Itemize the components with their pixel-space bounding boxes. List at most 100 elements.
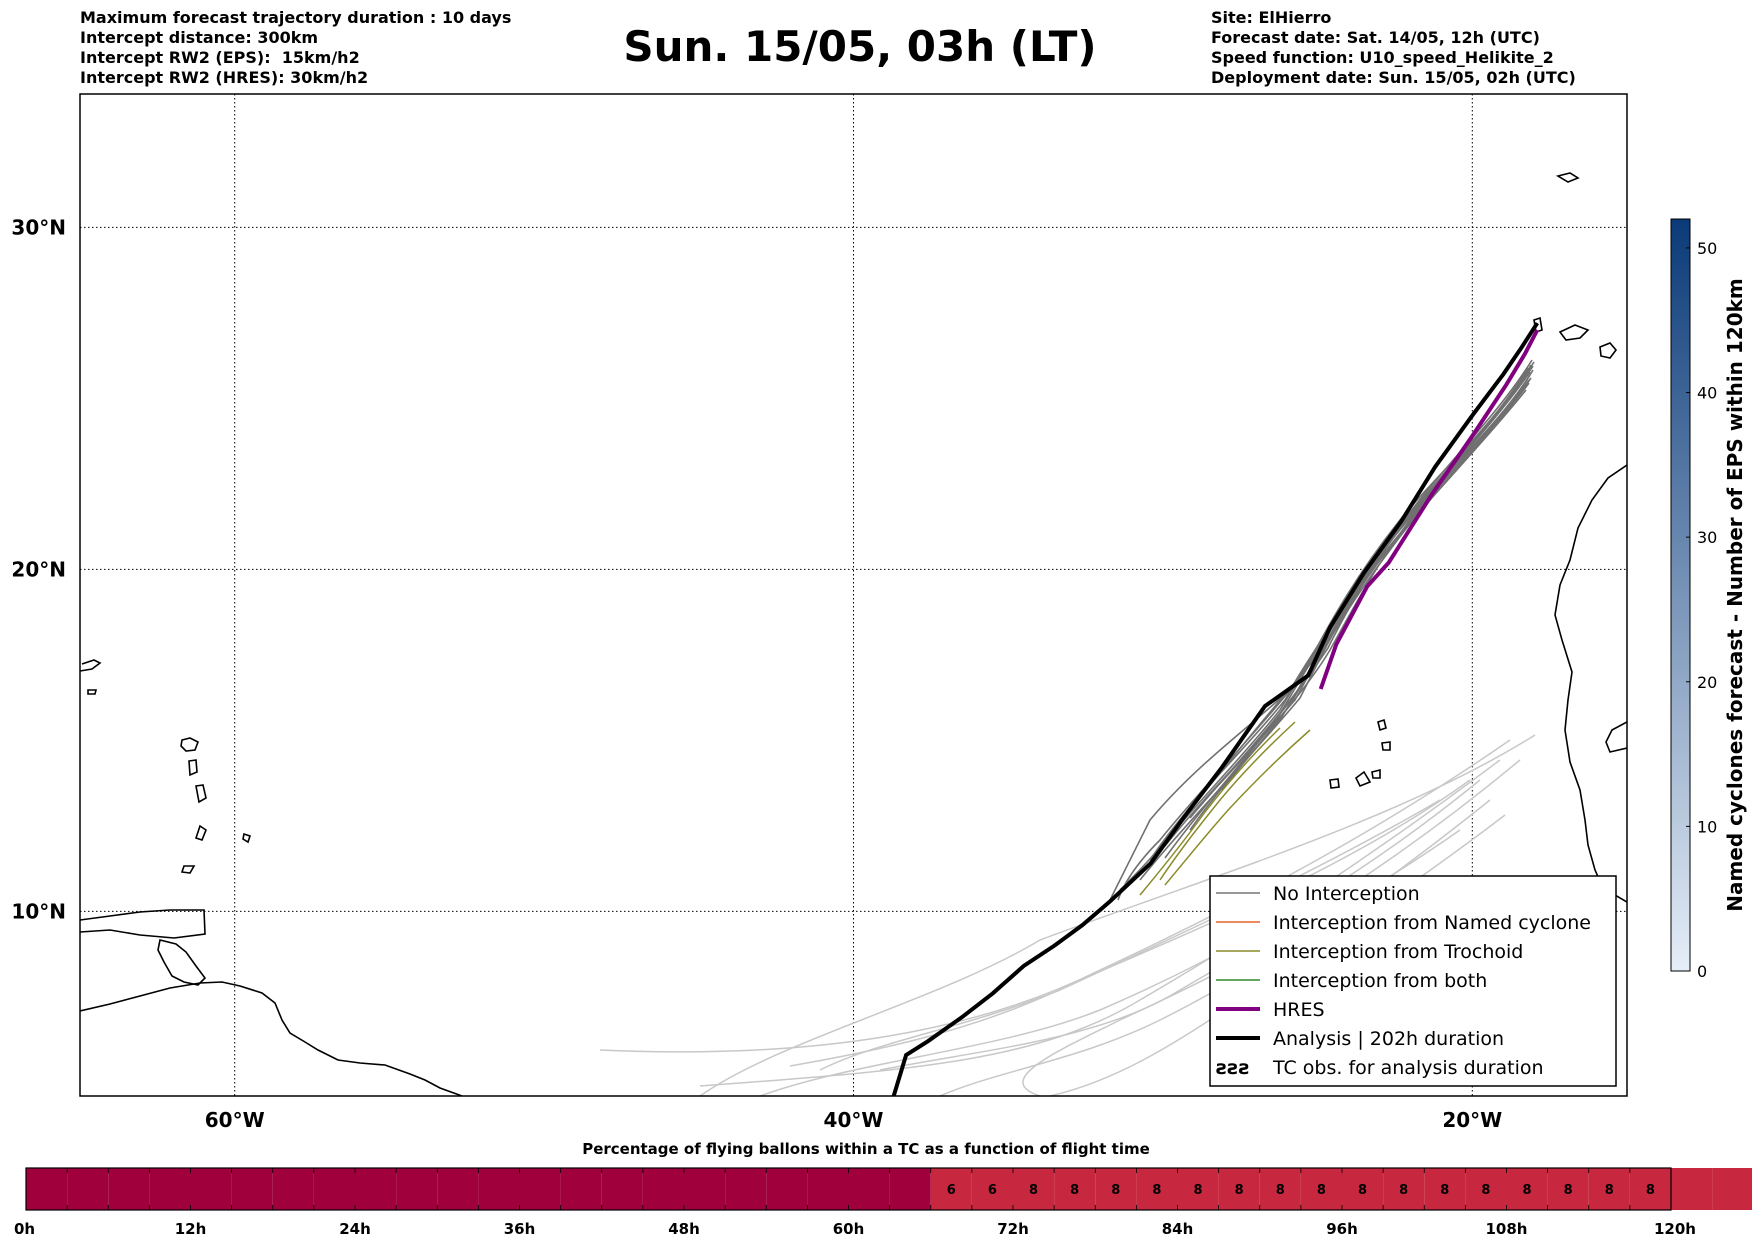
timeline-frame xyxy=(25,1167,1672,1211)
timeline-cell xyxy=(67,1168,109,1210)
timeline-cell xyxy=(971,1168,1013,1210)
timeline-cell xyxy=(1465,1168,1507,1210)
colorbar-tick-label: 50 xyxy=(1697,239,1717,258)
timeline-tick-label: 0h xyxy=(14,1220,35,1238)
timeline-cell xyxy=(190,1168,232,1210)
map-x-axis: 60°W 40°W 20°W xyxy=(205,1108,1503,1132)
timeline-cell xyxy=(108,1168,150,1210)
timeline-tick-label: 12h xyxy=(175,1220,207,1238)
coastline-puerto-rico xyxy=(87,689,98,695)
timeline-cell xyxy=(601,1168,643,1210)
legend-box xyxy=(1209,875,1617,1087)
timeline-cell-label: 8 xyxy=(1029,1183,1038,1198)
timeline-cell xyxy=(1383,1168,1425,1210)
y-tick-label: 30°N xyxy=(11,215,66,239)
coastline-north-bay xyxy=(80,909,206,939)
timeline-cell-label: 8 xyxy=(1152,1183,1161,1198)
timeline-cell xyxy=(396,1168,438,1210)
legend-label: Interception from both xyxy=(1273,970,1487,992)
map-frame xyxy=(79,93,1628,1097)
timeline-cell xyxy=(437,1168,479,1210)
header-left-line: Intercept RW2 (HRES): 30km/h2 xyxy=(80,68,369,87)
header-right-line: Speed function: U10_speed_Helikite_2 xyxy=(1211,48,1554,67)
timeline-cell xyxy=(1629,1168,1671,1210)
header-left-line: Maximum forecast trajectory duration : 1… xyxy=(80,8,512,27)
legend-symbol-tc: ƨƨƨ xyxy=(1216,1057,1250,1079)
coastline-cape-verde-1 xyxy=(1377,718,1387,732)
timeline-cell xyxy=(1712,1168,1752,1210)
timeline-axis: 0h 12h 24h 36h 48h 60h 72h 84h 96h 108h 120h xyxy=(14,1220,1696,1238)
timeline-cell-label: 8 xyxy=(1481,1183,1490,1198)
timeline-tick-label: 48h xyxy=(668,1220,700,1238)
coastline-cape-verde-5 xyxy=(1371,768,1381,779)
coastline-barbados xyxy=(242,832,252,844)
timeline-cell xyxy=(889,1168,931,1210)
timeline-cell-label: 8 xyxy=(1070,1183,1079,1198)
coastline-cape-verde-3 xyxy=(1329,778,1340,789)
legend-label: TC obs. for analysis duration xyxy=(1272,1057,1544,1079)
timeline-title: Percentage of flying ballons within a TC… xyxy=(582,1140,1150,1158)
coastline-hispaniola-edge xyxy=(80,659,102,672)
timeline-cell xyxy=(1342,1168,1384,1210)
y-tick-label: 20°N xyxy=(11,557,66,581)
legend-label: No Interception xyxy=(1273,883,1420,905)
timeline-cell-label: 6 xyxy=(947,1183,956,1198)
timeline-cell xyxy=(560,1168,602,1210)
timeline-cell-label: 8 xyxy=(1440,1183,1449,1198)
coastline-island-4 xyxy=(194,824,207,841)
analysis-trajectory xyxy=(891,322,1539,1096)
coastline-cape-verde-4 xyxy=(1354,770,1372,788)
legend-label: HRES xyxy=(1273,999,1325,1021)
timeline-cell xyxy=(766,1168,808,1210)
timeline-cell-label: 8 xyxy=(1523,1183,1532,1198)
timeline-cell-label: 8 xyxy=(1564,1183,1573,1198)
timeline-tick-label: 72h xyxy=(997,1220,1029,1238)
timeline-cell xyxy=(1177,1168,1219,1210)
coastline-cape-verde-2 xyxy=(1381,741,1391,751)
colorbar-tick-label: 10 xyxy=(1697,817,1717,836)
coastline-island-2 xyxy=(188,759,198,777)
colorbar-tick-label: 20 xyxy=(1697,673,1717,692)
legend-label: Analysis | 202h duration xyxy=(1273,1028,1504,1050)
x-tick-label: 60°W xyxy=(205,1108,265,1132)
timeline-cell xyxy=(1054,1168,1096,1210)
timeline-cell-label: 8 xyxy=(1317,1183,1326,1198)
coastline-trinidad xyxy=(157,939,207,986)
timeline-cell xyxy=(313,1168,355,1210)
timeline-cell xyxy=(149,1168,191,1210)
header-left-line: Intercept distance: 300km xyxy=(80,28,319,47)
timeline-cell xyxy=(478,1168,520,1210)
timeline-cell-label: 8 xyxy=(1358,1183,1367,1198)
timeline-tick-label: 96h xyxy=(1326,1220,1358,1238)
x-tick-label: 40°W xyxy=(824,1108,884,1132)
map-area xyxy=(80,94,1627,1096)
colorbar-tick-label: 0 xyxy=(1697,962,1707,981)
y-tick-label: 10°N xyxy=(11,899,66,923)
coastline-africa-inlet xyxy=(1605,721,1627,753)
x-tick-label: 20°W xyxy=(1442,1108,1502,1132)
timeline-cell xyxy=(930,1168,972,1210)
timeline-bar: 6 6 8 8 8 8 8 8 8 8 8 8 8 8 8 8 8 8 xyxy=(25,1167,1752,1211)
colorbar-gradient xyxy=(1670,218,1691,972)
header-left-line: Intercept RW2 (EPS): 15km/h2 xyxy=(80,48,360,67)
header-right-line: Forecast date: Sat. 14/05, 12h (UTC) xyxy=(1211,28,1540,47)
timeline-tick-label: 36h xyxy=(504,1220,536,1238)
timeline-tick-label: 84h xyxy=(1162,1220,1194,1238)
coastline-canary-lanzarote xyxy=(1558,324,1590,341)
timeline-cell xyxy=(1095,1168,1137,1210)
colorbar-label: Named cyclones forecast - Number of EPS … xyxy=(1723,278,1747,912)
timeline-cell xyxy=(1506,1168,1548,1210)
timeline-cell-label: 8 xyxy=(1276,1183,1285,1198)
coastline-south-america xyxy=(80,981,463,1096)
coastline-island-3 xyxy=(195,784,207,804)
coastline-canary-gran-canaria xyxy=(1599,342,1618,359)
timeline-tick-label: 108h xyxy=(1486,1220,1528,1238)
timeline-cell xyxy=(272,1168,314,1210)
colorbar-tick-label: 30 xyxy=(1697,528,1717,547)
header-info-right: Site: ElHierro Forecast date: Sat. 14/05… xyxy=(1211,8,1576,88)
timeline-cell-label: 8 xyxy=(1646,1183,1655,1198)
timeline-cell xyxy=(355,1168,397,1210)
timeline-tick-label: 24h xyxy=(339,1220,371,1238)
timeline-cell-label: 6 xyxy=(988,1183,997,1198)
